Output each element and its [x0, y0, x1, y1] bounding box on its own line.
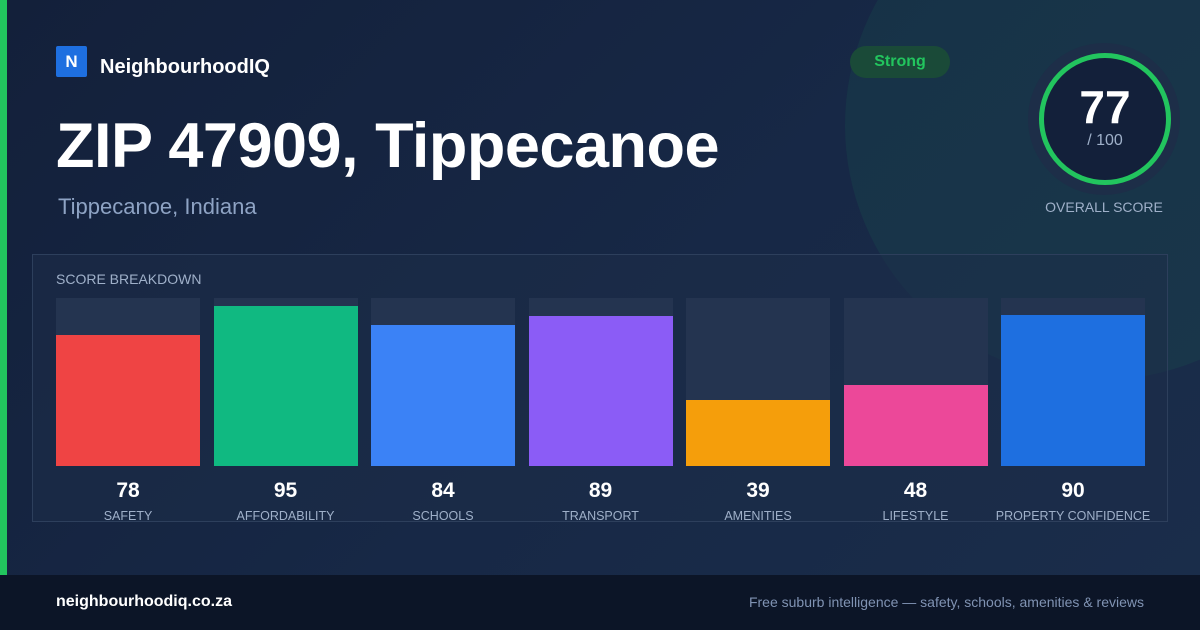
breakdown-title: SCORE BREAKDOWN [56, 271, 202, 287]
bar-column-lifestyle: 48 LIFESTYLE [843, 298, 988, 528]
bar-category-label: SAFETY [103, 509, 153, 523]
accent-stripe [0, 0, 7, 575]
bar [528, 316, 673, 466]
bar-value-label: 48 [903, 479, 928, 502]
bar-column-schools: 84 SCHOOLS [371, 298, 515, 528]
footer-url[interactable]: neighbourhoodiq.co.za [56, 593, 232, 610]
bar [213, 306, 358, 466]
bar-category-label: LIFESTYLE [882, 509, 949, 523]
bar-column-property-confidence: 90 PROPERTY CONFIDENCE [996, 298, 1150, 528]
score-ring [1039, 53, 1171, 185]
bar-column-safety: 78 SAFETY [56, 298, 200, 528]
bar [371, 325, 515, 466]
overall-score-value: 77 [1079, 81, 1131, 133]
rating-badge: Strong [850, 46, 950, 78]
bar-category-label: PROPERTY CONFIDENCE [995, 509, 1151, 523]
bar-track [371, 298, 515, 466]
bar-track [213, 298, 358, 466]
overall-score-label: OVERALL SCORE [1045, 199, 1163, 215]
brand-name: NeighbourhoodIQ [100, 56, 270, 78]
bar-column-amenities: 39 AMENITIES [686, 298, 830, 528]
bar-category-label: SCHOOLS [412, 509, 474, 523]
bar-column-transport: 89 TRANSPORT [528, 298, 673, 528]
page-title: ZIP 47909, Tippecanoe [56, 111, 720, 181]
bar-value-label: 78 [116, 479, 140, 502]
bar-track [528, 298, 673, 466]
logo-icon: N [56, 46, 87, 77]
location-subtitle: Tippecanoe, Indiana [58, 194, 257, 219]
bar-track [1001, 298, 1145, 466]
bar-value-label: 84 [431, 479, 455, 502]
bar-track [843, 298, 988, 466]
overall-score-max: / 100 [1087, 132, 1123, 149]
bar [686, 400, 830, 466]
bar [1001, 315, 1145, 466]
bar-value-label: 95 [273, 479, 298, 502]
bar [56, 335, 200, 466]
bar [843, 385, 988, 466]
bar-track [56, 298, 200, 466]
bar-category-label: AFFORDABILITY [236, 509, 335, 523]
bar-value-label: 89 [588, 479, 613, 502]
bar-value-label: 39 [746, 479, 770, 502]
bar-category-label: TRANSPORT [562, 509, 639, 523]
bar-value-label: 90 [1061, 479, 1085, 502]
footer-tagline: Free suburb intelligence — safety, schoo… [748, 594, 1144, 610]
footer: neighbourhoodiq.co.za Free suburb intell… [0, 575, 1200, 630]
bar-column-affordability: 95 AFFORDABILITY [213, 298, 358, 528]
og-card: N NeighbourhoodIQ ZIP 47909, Tippecanoe … [0, 0, 1200, 575]
bar-category-label: AMENITIES [724, 509, 792, 523]
bar-track [686, 298, 830, 466]
